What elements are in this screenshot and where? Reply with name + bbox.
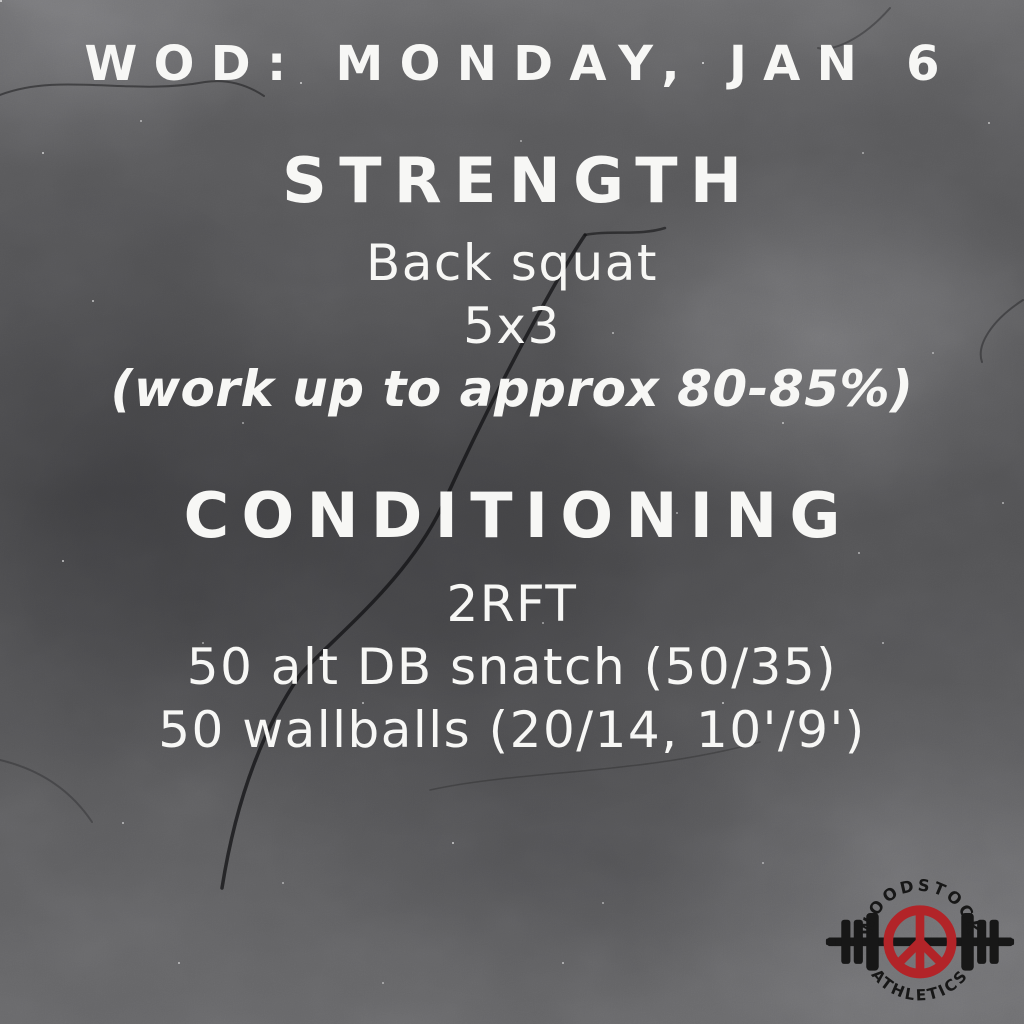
conditioning-heading: CONDITIONING: [183, 478, 853, 552]
poster-title: WOD: MONDAY, JAN 6: [84, 36, 956, 92]
conditioning-line-format: 2RFT: [446, 575, 578, 634]
strength-line-scheme: 5x3: [463, 296, 561, 355]
conditioning-line-wallballs: 50 wallballs (20/14, 10'/9'): [158, 701, 866, 760]
conditioning-line-snatch: 50 alt DB snatch (50/35): [186, 638, 838, 697]
conditioning-lines: 2RFT 50 alt DB snatch (50/35) 50 wallbal…: [158, 573, 866, 762]
strength-lines: Back squat 5x3 (work up to approx 80-85%…: [110, 232, 913, 421]
strength-line-note: (work up to approx 80-85%): [110, 359, 914, 418]
stone-specks: [0, 0, 2, 2]
woodstock-athletics-logo: WOODSTOCK ATHLETICS: [824, 864, 1016, 1012]
strength-line-movement: Back squat: [365, 233, 658, 292]
peace-sign-icon: [883, 905, 957, 979]
strength-heading: STRENGTH: [282, 143, 755, 217]
